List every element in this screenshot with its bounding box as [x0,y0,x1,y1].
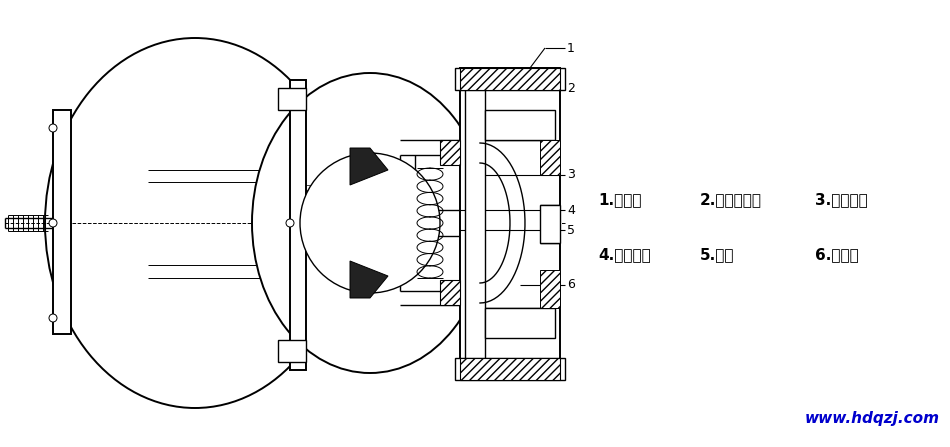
Bar [460,68,560,380]
Text: 5.螺钉: 5.螺钉 [700,248,734,262]
Text: 1.制动环: 1.制动环 [598,193,641,207]
Text: 4.调整螺母: 4.调整螺母 [598,248,651,262]
Text: 6: 6 [567,278,575,291]
Polygon shape [460,358,560,380]
Circle shape [526,76,534,84]
Circle shape [49,314,57,322]
Bar [290,80,306,370]
Circle shape [49,124,57,132]
Circle shape [286,354,294,362]
Polygon shape [350,261,388,298]
Circle shape [486,76,494,84]
Polygon shape [460,68,560,90]
Bar [278,340,306,362]
Bar [278,88,306,110]
Polygon shape [540,140,560,175]
Circle shape [286,219,294,227]
Text: 4: 4 [567,203,575,216]
Polygon shape [350,148,388,185]
Circle shape [286,99,294,107]
Bar [540,205,560,243]
Bar [485,110,555,140]
Polygon shape [540,270,560,308]
Bar [53,110,71,334]
Bar [455,68,565,90]
Ellipse shape [252,73,488,373]
Bar [455,358,565,380]
Text: www.hdqzj.com: www.hdqzj.com [805,410,940,426]
Text: 2: 2 [567,81,575,94]
Circle shape [49,219,57,227]
Ellipse shape [300,153,440,293]
Circle shape [526,364,534,372]
Text: 3.制动弹簧: 3.制动弹簧 [815,193,867,207]
Circle shape [486,364,494,372]
Text: 2.风扇制动轮: 2.风扇制动轮 [700,193,762,207]
Bar [485,308,555,338]
Polygon shape [440,280,460,305]
Text: 3: 3 [567,169,575,181]
Polygon shape [440,140,460,165]
Text: 6.后端盖: 6.后端盖 [815,248,859,262]
Text: 5: 5 [567,224,575,236]
Text: 1: 1 [567,42,575,55]
Bar [465,90,485,358]
Ellipse shape [45,38,345,408]
